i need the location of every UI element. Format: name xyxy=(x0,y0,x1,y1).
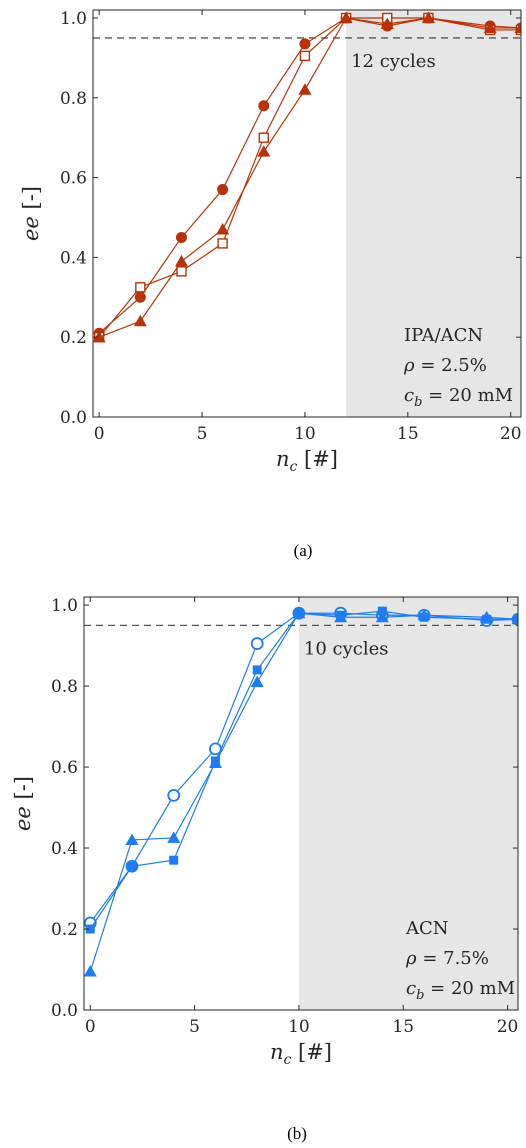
x-tick-label: 5 xyxy=(189,1017,200,1037)
x-tick-label: 15 xyxy=(397,424,419,444)
data-point-triangle-filled xyxy=(417,608,431,621)
y-tick-label: 0.4 xyxy=(60,248,87,268)
data-point-square-filled xyxy=(252,665,262,675)
x-axis-label: nc [#] xyxy=(276,447,338,475)
x-tick-label: 10 xyxy=(288,1017,310,1037)
data-point-square-filled xyxy=(85,924,95,934)
chart-panel-a: 0.0 0.2 0.4 0.6 0.8 1.0 0 5 10 15 20 nc [#] ee [-] 12… xyxy=(19,9,522,560)
data-point-triangle-filled xyxy=(93,330,106,343)
x-tick-label: 10 xyxy=(294,424,316,444)
data-point-square-open xyxy=(217,238,228,249)
y-tick-label: 0.0 xyxy=(51,1001,78,1021)
info-ratio: ρ = 2.5% xyxy=(403,355,487,376)
data-point-triangle-filled xyxy=(208,756,222,769)
data-point-triangle-filled xyxy=(133,314,147,327)
data-point-circle-filled xyxy=(258,100,270,112)
info-concentration: cb = 20 mM xyxy=(404,385,513,410)
y-tick-label: 0.0 xyxy=(60,408,87,428)
data-point-triangle-filled xyxy=(174,254,188,267)
data-point-triangle-filled xyxy=(511,612,518,625)
data-point-circle-filled xyxy=(134,291,146,303)
data-point-triangle-filled xyxy=(421,11,435,23)
data-point-triangle-filled xyxy=(125,833,139,845)
data-point-triangle-filled xyxy=(334,610,348,623)
info-solvent: ACN xyxy=(405,918,449,939)
data-point-circle-filled xyxy=(175,231,187,243)
data-point-triangle-filled xyxy=(298,83,312,95)
x-tick-label: 20 xyxy=(500,424,522,444)
data-point-circle-open xyxy=(167,789,181,802)
axes-frame xyxy=(83,596,519,1011)
data-point-square-filled xyxy=(169,855,179,865)
cycle-annotation: 10 cycles xyxy=(304,638,389,659)
data-point-triangle-filled xyxy=(292,606,306,619)
data-point-triangle-filled xyxy=(216,222,230,235)
info-concentration: cb = 20 mM xyxy=(406,978,515,1003)
data-point-triangle-filled xyxy=(480,610,494,623)
data-point-square-open xyxy=(176,266,187,277)
data-point-triangle-filled xyxy=(339,11,353,23)
data-point-square-filled xyxy=(127,861,137,871)
data-point-square-open xyxy=(135,282,146,293)
data-point-square-open xyxy=(299,50,311,62)
x-tick-label: 0 xyxy=(94,424,105,444)
y-tick-label: 1.0 xyxy=(60,9,87,29)
y-tick-label: 0.4 xyxy=(51,839,78,859)
x-tick-label: 20 xyxy=(497,1017,519,1037)
y-tick-label: 0.6 xyxy=(51,758,78,778)
x-axis-label: nc [#] xyxy=(270,1040,332,1068)
y-axis-label: ee [-] xyxy=(11,776,35,831)
plot-area xyxy=(93,11,521,343)
data-point-triangle-filled xyxy=(250,675,264,688)
y-tick-label: 0.8 xyxy=(51,677,78,697)
x-tick-label: 15 xyxy=(392,1017,414,1037)
axes-frame xyxy=(92,9,522,418)
y-axis-label: ee [-] xyxy=(19,186,43,241)
info-ratio: ρ = 7.5% xyxy=(405,948,489,969)
data-point-triangle-filled xyxy=(167,831,181,843)
y-tick-label: 0.8 xyxy=(60,89,87,109)
y-tick-label: 0.6 xyxy=(60,169,87,189)
panel-caption: (a) xyxy=(294,541,313,560)
data-point-triangle-filled xyxy=(514,21,521,33)
x-tick-label: 0 xyxy=(85,1017,96,1037)
chart-panel-b: 0.0 0.2 0.4 0.6 0.8 1.0 0 5 10 15 20 nc [#] ee [-] 10… xyxy=(11,596,519,1143)
data-point-triangle-filled xyxy=(380,17,394,29)
y-tick-label: 0.2 xyxy=(51,920,78,940)
y-tick-label: 0.2 xyxy=(60,328,87,348)
data-point-circle-filled xyxy=(217,184,229,196)
data-point-square-open xyxy=(258,132,269,143)
panel-caption: (b) xyxy=(287,1124,307,1143)
data-point-triangle-filled xyxy=(84,965,97,977)
data-point-triangle-filled xyxy=(257,145,271,157)
plot-area xyxy=(84,606,518,977)
data-point-circle-filled xyxy=(299,38,311,50)
data-point-triangle-filled xyxy=(375,610,389,623)
shaded-region xyxy=(298,597,518,1010)
data-point-circle-open xyxy=(250,637,264,650)
shaded-region xyxy=(346,10,521,417)
data-point-triangle-filled xyxy=(483,21,497,33)
y-tick-label: 1.0 xyxy=(51,596,78,616)
info-solvent: IPA/ACN xyxy=(404,325,483,346)
cycle-annotation: 12 cycles xyxy=(351,51,436,72)
x-tick-label: 5 xyxy=(197,424,208,444)
